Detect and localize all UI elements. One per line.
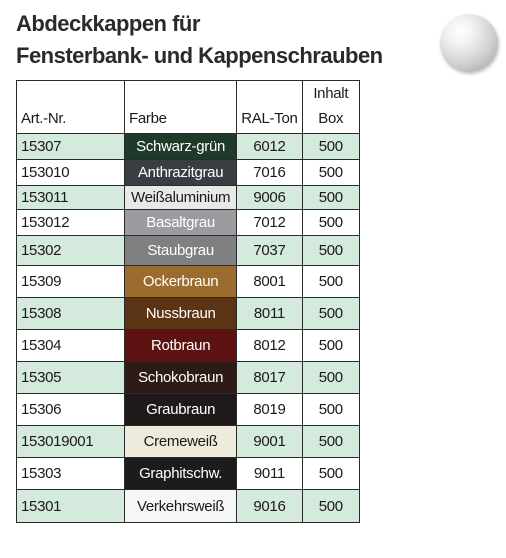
cell-farbe: Staubgrau xyxy=(123,235,238,266)
cell-art-nr: 153012 xyxy=(16,209,125,236)
table-row: 153012 Basaltgrau 7012 500 xyxy=(16,209,361,236)
cell-farbe: Verkehrsweiß xyxy=(123,489,238,523)
table-row: 15305 Schokobraun 8017 500 xyxy=(16,361,361,394)
cell-inhalt-box: 500 xyxy=(301,235,361,266)
product-table: Art.-Nr. Farbe RAL-Ton Inhalt Box 15307 S… xyxy=(16,80,361,523)
cell-inhalt-box: 500 xyxy=(301,159,361,186)
cell-farbe: Rotbraun xyxy=(123,329,238,362)
cap-sphere-image xyxy=(440,14,498,72)
cell-art-nr: 15301 xyxy=(16,489,125,523)
header-farbe: Farbe xyxy=(123,80,238,134)
cell-inhalt-box: 500 xyxy=(301,361,361,394)
cell-inhalt-box: 500 xyxy=(301,265,361,298)
cell-farbe: Basaltgrau xyxy=(123,209,238,236)
header-art-nr: Art.-Nr. xyxy=(16,80,125,134)
cell-art-nr: 15309 xyxy=(16,265,125,298)
color-swatch-label: Rotbraun xyxy=(150,337,211,354)
cell-ral-ton: 7012 xyxy=(236,209,303,236)
table-row: 153019001 Cremeweiß 9001 500 xyxy=(16,425,361,458)
cell-inhalt-box: 500 xyxy=(301,209,361,236)
cell-farbe: Nussbraun xyxy=(123,297,238,330)
cell-art-nr: 15305 xyxy=(16,361,125,394)
cell-ral-ton: 7037 xyxy=(236,235,303,266)
header-box: Box xyxy=(318,110,344,127)
color-swatch-label: Nussbraun xyxy=(145,305,216,322)
table-row: 153010 Anthrazitgrau 7016 500 xyxy=(16,159,361,186)
header-ral-ton: RAL-Ton xyxy=(236,80,303,134)
table-row: 15306 Graubraun 8019 500 xyxy=(16,393,361,426)
cell-art-nr: 15302 xyxy=(16,235,125,266)
cell-farbe: Weißaluminium xyxy=(123,185,238,210)
color-swatch-label: Basaltgrau xyxy=(146,214,215,231)
table-header-row: Art.-Nr. Farbe RAL-Ton Inhalt Box xyxy=(16,80,361,134)
color-swatch-label: Graubraun xyxy=(146,401,216,418)
cell-ral-ton: 8017 xyxy=(236,361,303,394)
cell-art-nr: 15303 xyxy=(16,457,125,490)
cell-art-nr: 15306 xyxy=(16,393,125,426)
header-inhalt: Inhalt xyxy=(313,85,349,102)
color-swatch-label: Cremeweiß xyxy=(143,433,218,450)
title-line-1: Abdeckkappen für xyxy=(16,11,200,36)
table-row: 15301 Verkehrsweiß 9016 500 xyxy=(16,489,361,523)
cell-farbe: Anthrazitgrau xyxy=(123,159,238,186)
cell-art-nr: 153019001 xyxy=(16,425,125,458)
cell-ral-ton: 8019 xyxy=(236,393,303,426)
cell-ral-ton: 6012 xyxy=(236,133,303,160)
color-swatch-label: Schwarz-grün xyxy=(136,138,226,155)
cell-ral-ton: 9001 xyxy=(236,425,303,458)
color-swatch-label: Staubgrau xyxy=(147,242,214,259)
cell-art-nr: 15307 xyxy=(16,133,125,160)
cell-inhalt-box: 500 xyxy=(301,425,361,458)
color-swatch-label: Verkehrsweiß xyxy=(136,497,225,515)
cell-farbe: Cremeweiß xyxy=(123,425,238,458)
cell-art-nr: 15308 xyxy=(16,297,125,330)
cell-art-nr: 153011 xyxy=(16,185,125,210)
cell-inhalt-box: 500 xyxy=(301,185,361,210)
cell-inhalt-box: 500 xyxy=(301,489,361,523)
cell-ral-ton: 8012 xyxy=(236,329,303,362)
cell-ral-ton: 8011 xyxy=(236,297,303,330)
table-row: 15302 Staubgrau 7037 500 xyxy=(16,235,361,266)
cell-inhalt-box: 500 xyxy=(301,393,361,426)
table-row: 15303 Graphitschw. 9011 500 xyxy=(16,457,361,490)
color-swatch-label: Anthrazitgrau xyxy=(137,164,224,181)
table-row: 15307 Schwarz-grün 6012 500 xyxy=(16,133,361,160)
cell-farbe: Ockerbraun xyxy=(123,265,238,298)
cell-farbe: Graubraun xyxy=(123,393,238,426)
page-title: Abdeckkappen für Fensterbank- und Kappen… xyxy=(16,8,383,72)
cell-inhalt-box: 500 xyxy=(301,297,361,330)
table-row: 153011 Weißaluminium 9006 500 xyxy=(16,185,361,210)
cell-farbe: Schwarz-grün xyxy=(123,133,238,160)
color-swatch-label: Ockerbraun xyxy=(142,273,219,290)
cell-inhalt-box: 500 xyxy=(301,457,361,490)
color-swatch-label: Weißaluminium xyxy=(131,189,231,206)
cell-art-nr: 15304 xyxy=(16,329,125,362)
table-row: 15308 Nussbraun 8011 500 xyxy=(16,297,361,330)
title-line-2: Fensterbank- und Kappenschrauben xyxy=(16,43,383,68)
cell-ral-ton: 9011 xyxy=(236,457,303,490)
cell-farbe: Schokobraun xyxy=(123,361,238,394)
table-row: 15309 Ockerbraun 8001 500 xyxy=(16,265,361,298)
header-inhalt-box: Inhalt Box xyxy=(301,80,361,134)
table-body: 15307 Schwarz-grün 6012 500 153010 Anthrazitg… xyxy=(16,133,361,523)
cell-farbe: Graphitschw. xyxy=(123,457,238,490)
cell-inhalt-box: 500 xyxy=(301,133,361,160)
cell-art-nr: 153010 xyxy=(16,159,125,186)
table-row: 15304 Rotbraun 8012 500 xyxy=(16,329,361,362)
cell-inhalt-box: 500 xyxy=(301,329,361,362)
color-swatch-label: Graphitschw. xyxy=(139,465,223,482)
cell-ral-ton: 8001 xyxy=(236,265,303,298)
color-swatch-label: Schokobraun xyxy=(138,369,224,386)
cell-ral-ton: 7016 xyxy=(236,159,303,186)
cell-ral-ton: 9016 xyxy=(236,489,303,523)
cell-ral-ton: 9006 xyxy=(236,185,303,210)
